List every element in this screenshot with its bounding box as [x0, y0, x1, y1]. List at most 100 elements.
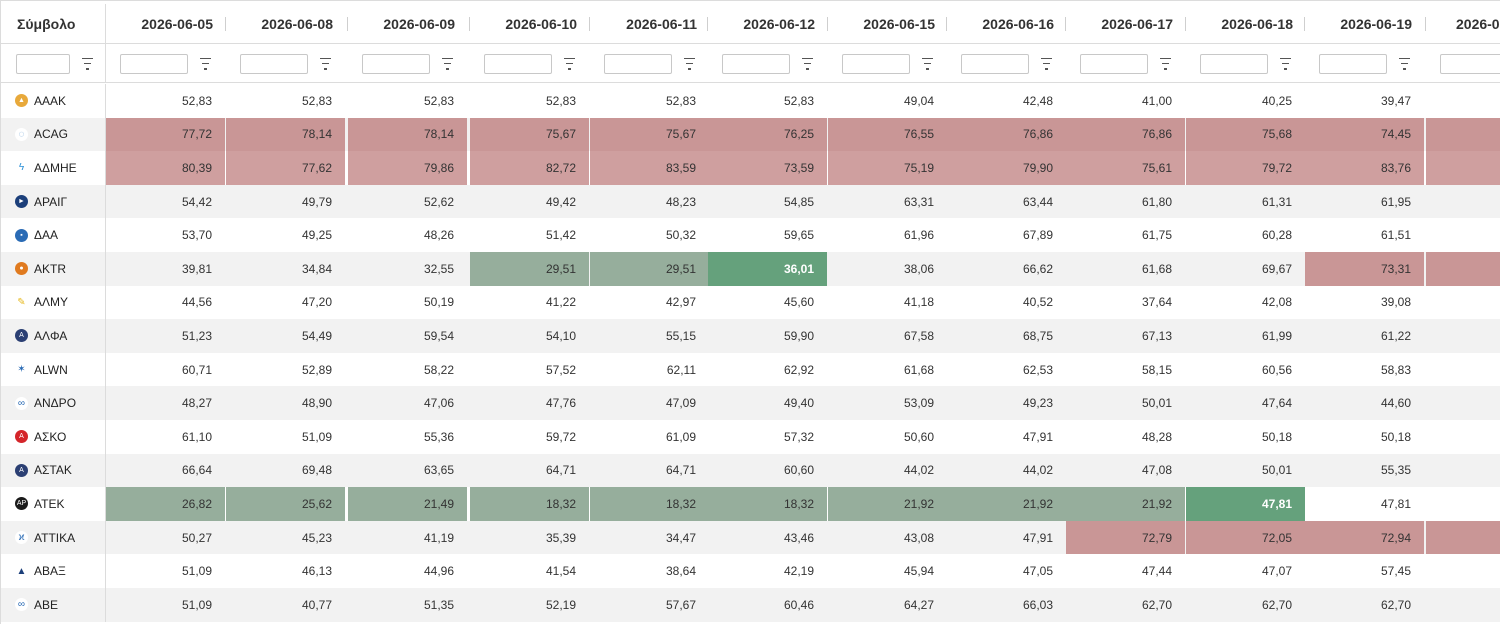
filter-icon[interactable]	[1039, 57, 1053, 70]
value-cell[interactable]: 45,94	[903, 564, 934, 579]
value-cell[interactable]: 45,60	[783, 295, 814, 310]
symbol-cell[interactable]: ϟ ΑΔΜΗΕ	[1, 151, 106, 185]
column-header-symbol[interactable]: Σύμβολο	[1, 4, 106, 44]
value-cell[interactable]: 75,67	[590, 117, 709, 152]
value-cell[interactable]: 47,08	[1141, 463, 1172, 478]
value-cell[interactable]: 83,76	[1305, 151, 1424, 185]
value-cell[interactable]: 40,77	[301, 597, 332, 612]
value-cell[interactable]: 64,71	[665, 463, 696, 478]
value-cell[interactable]: 54,85	[783, 194, 814, 209]
value-cell[interactable]: 66,03	[1022, 597, 1053, 612]
table-row[interactable]: ϟ ΑΔΜΗΕ 80,39 77,62 79,86 82,72 83,59 73,59 75,1…	[1, 151, 1500, 185]
column-header-date[interactable]: 2026-06-05	[141, 16, 213, 32]
value-cell[interactable]: 75,67	[470, 117, 589, 152]
value-cell[interactable]: 21,49	[348, 487, 467, 521]
value-cell[interactable]: 59,90	[783, 328, 814, 343]
value-cell[interactable]: 48,90	[301, 396, 332, 411]
value-cell[interactable]: 47,05	[1022, 564, 1053, 579]
table-row[interactable]: ▲ AAAK 52,83 52,83 52,83 52,83 52,83 52,83 49,04…	[1, 84, 1500, 118]
value-cell[interactable]: 60,56	[1261, 362, 1292, 377]
value-cell[interactable]: 73,59	[708, 151, 827, 185]
filter-icon[interactable]	[800, 57, 814, 70]
column-header-date[interactable]: 2026-06-12	[743, 16, 815, 32]
value-cell[interactable]: 57,52	[545, 362, 576, 377]
value-cell[interactable]: 50,01	[1261, 463, 1292, 478]
value-cell[interactable]	[1426, 554, 1500, 588]
value-cell[interactable]: 55,35	[1380, 463, 1411, 478]
value-cell[interactable]: 63,44	[1022, 194, 1053, 209]
value-cell[interactable]: 52,83	[181, 93, 212, 108]
column-resize-handle[interactable]	[1304, 17, 1305, 31]
value-cell[interactable]: 40,25	[1261, 93, 1292, 108]
value-cell[interactable]: 47,20	[301, 295, 332, 310]
column-header-date[interactable]: 2026-06-11	[626, 16, 697, 32]
column-resize-handle[interactable]	[589, 17, 590, 31]
column-header-date[interactable]: 2026-06-08	[261, 16, 333, 32]
value-cell[interactable]: 51,09	[181, 564, 212, 579]
value-cell[interactable]: 50,19	[423, 295, 454, 310]
table-row[interactable]: AP ATEK 26,82 25,62 21,49 18,32 18,32 18,32 21,9…	[1, 487, 1500, 521]
value-cell[interactable]: 53,09	[903, 396, 934, 411]
symbol-cell[interactable]: A ΑΣΤΑΚ	[1, 453, 106, 488]
value-cell[interactable]: 60,60	[783, 463, 814, 478]
filter-icon[interactable]	[682, 57, 696, 70]
value-cell[interactable]: 44,96	[423, 564, 454, 579]
symbol-cell[interactable]: ▲ AAAK	[1, 84, 106, 118]
table-row[interactable]: A ΑΛΦΑ 51,23 54,49 59,54 54,10 55,15 59,90 67,58…	[1, 319, 1500, 353]
value-cell[interactable]: 47,91	[1022, 429, 1053, 444]
value-cell[interactable]: 51,09	[181, 597, 212, 612]
value-cell[interactable]: 77,62	[226, 151, 345, 185]
value-cell[interactable]: 52,62	[423, 194, 454, 209]
value-cell[interactable]	[1426, 520, 1500, 555]
filter-input[interactable]	[842, 53, 910, 74]
filter-input[interactable]	[1440, 53, 1500, 74]
value-cell[interactable]: 54,10	[545, 328, 576, 343]
symbol-cell[interactable]: A ΑΣΚΟ	[1, 420, 106, 454]
value-cell[interactable]: 21,92	[947, 487, 1066, 521]
table-row[interactable]: ✶ ALWN 60,71 52,89 58,22 57,52 62,11 62,92 61,68…	[1, 352, 1500, 387]
value-cell[interactable]: 61,99	[1261, 328, 1292, 343]
value-cell[interactable]: 47,76	[545, 396, 576, 411]
value-cell[interactable]: 42,19	[783, 564, 814, 579]
value-cell[interactable]: 82,72	[470, 151, 589, 185]
column-resize-handle[interactable]	[347, 17, 348, 31]
value-cell[interactable]: 49,23	[1022, 396, 1053, 411]
value-cell[interactable]: 44,02	[903, 463, 934, 478]
value-cell[interactable]: 61,95	[1380, 194, 1411, 209]
value-cell[interactable]: 35,39	[545, 530, 576, 545]
value-cell[interactable]: 50,01	[1141, 396, 1172, 411]
value-cell[interactable]: 76,25	[708, 117, 827, 152]
value-cell[interactable]: 66,62	[1022, 261, 1053, 276]
filter-input[interactable]	[961, 53, 1029, 74]
value-cell[interactable]: 21,92	[828, 487, 947, 521]
value-cell[interactable]: 50,27	[181, 530, 212, 545]
filter-input[interactable]	[1080, 53, 1148, 74]
column-resize-handle[interactable]	[1425, 17, 1426, 31]
value-cell[interactable]: 74,45	[1305, 117, 1424, 152]
value-cell[interactable]: 62,92	[783, 362, 814, 377]
value-cell[interactable]: 18,32	[590, 487, 709, 521]
value-cell[interactable]: 62,53	[1022, 362, 1053, 377]
value-cell[interactable]: 47,81	[1380, 496, 1411, 511]
value-cell[interactable]: 61,31	[1261, 194, 1292, 209]
value-cell[interactable]: 21,92	[1066, 487, 1185, 521]
filter-icon[interactable]	[920, 57, 934, 70]
value-cell[interactable]: 76,86	[1066, 117, 1185, 152]
value-cell[interactable]: 50,18	[1261, 429, 1292, 444]
filter-icon[interactable]	[1278, 57, 1292, 70]
symbol-cell[interactable]: ► ΑΡΑΙΓ	[1, 184, 106, 219]
column-header-date[interactable]: 2026-06-16	[982, 16, 1054, 32]
symbol-cell[interactable]: ϰ ATTIKA	[1, 520, 106, 555]
value-cell[interactable]: 79,72	[1186, 151, 1305, 185]
table-row[interactable]: ϰ ATTIKA 50,27 45,23 41,19 35,39 34,47 43,46 43,…	[1, 520, 1500, 555]
column-header-date[interactable]: 2026-06-18	[1221, 16, 1293, 32]
filter-icon[interactable]	[1158, 57, 1172, 70]
value-cell[interactable]: 41,18	[903, 295, 934, 310]
value-cell[interactable]: 46,13	[301, 564, 332, 579]
value-cell[interactable]: 76,55	[828, 117, 947, 152]
value-cell[interactable]	[1426, 84, 1500, 118]
column-resize-handle[interactable]	[225, 17, 226, 31]
value-cell[interactable]: 51,42	[545, 228, 576, 243]
value-cell[interactable]: 61,68	[1141, 261, 1172, 276]
value-cell[interactable]: 72,05	[1186, 520, 1305, 555]
